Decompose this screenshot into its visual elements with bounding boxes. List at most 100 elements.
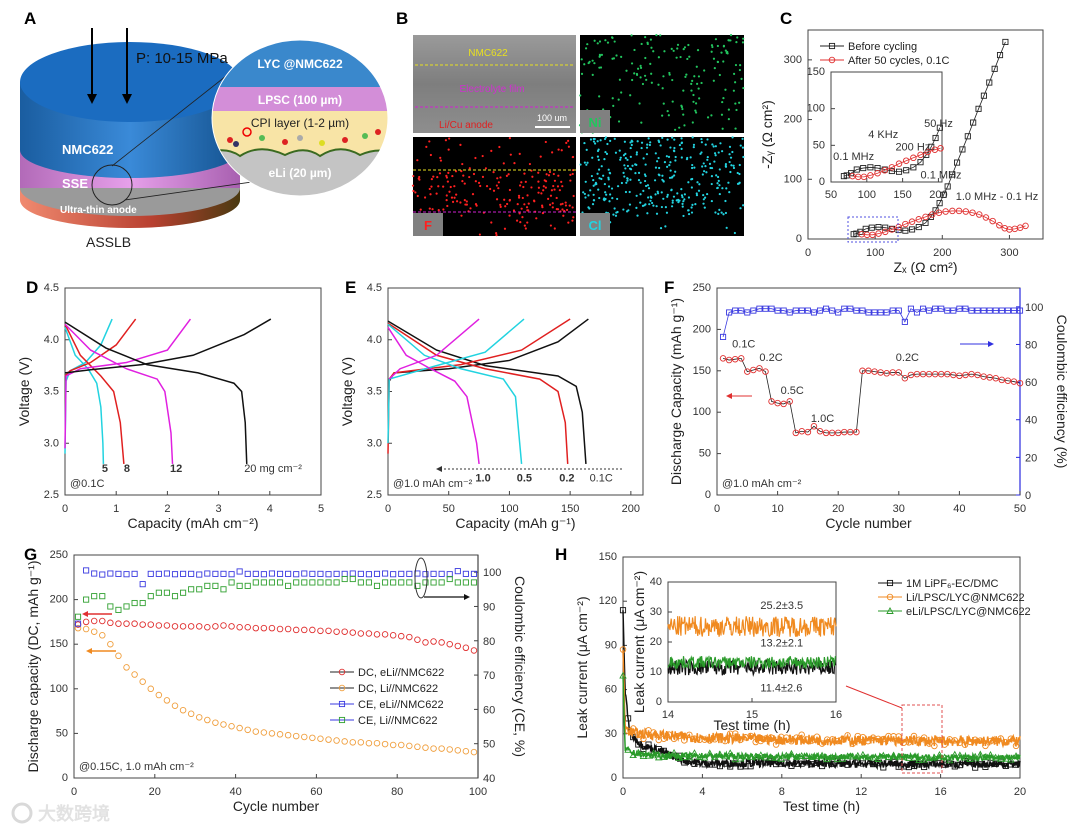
- data-point: [292, 732, 300, 740]
- eds-dot: [527, 209, 530, 212]
- eds-dot: [697, 87, 700, 90]
- eds-dot: [636, 214, 639, 217]
- data-point: [823, 736, 831, 743]
- data-point: [333, 737, 340, 744]
- eds-dot: [539, 155, 542, 158]
- eds-dot: [605, 152, 609, 155]
- eds-dot: [698, 183, 701, 186]
- eds-dot: [572, 216, 575, 219]
- data-point: [940, 753, 949, 761]
- eds-dot: [451, 174, 454, 178]
- eds-dot: [544, 186, 547, 189]
- eds-dot: [680, 141, 683, 145]
- eds-dot: [664, 225, 667, 228]
- data-point: [317, 570, 324, 577]
- eds-dot: [616, 185, 620, 188]
- data-point: [998, 376, 1006, 384]
- data-point: [115, 606, 122, 613]
- eds-dot: [549, 203, 552, 206]
- data-point: [900, 739, 907, 746]
- data-point: [980, 92, 987, 99]
- eds-dot: [535, 217, 538, 220]
- eds-dot: [571, 219, 574, 222]
- data-point: [810, 423, 818, 430]
- eds-dot: [537, 191, 540, 194]
- data-point: [833, 755, 842, 763]
- panel-label-f: F: [664, 278, 674, 297]
- eds-dot: [629, 168, 633, 171]
- eds-dot: [634, 163, 637, 166]
- data-point: [107, 570, 114, 577]
- eds-dot: [729, 34, 733, 37]
- eds-dot: [600, 165, 603, 168]
- eds-dot: [713, 160, 716, 163]
- eds-dot: [520, 207, 523, 210]
- data-point: [862, 225, 869, 232]
- data-point: [317, 735, 324, 743]
- data-point: [737, 355, 745, 362]
- pressure-label: P: 10-15 MPa: [136, 50, 228, 67]
- eds-dot: [592, 137, 595, 141]
- data-point: [252, 570, 259, 577]
- series-line: [861, 210, 1026, 236]
- data-point: [341, 738, 348, 745]
- data-point: [864, 737, 872, 745]
- eds-dot: [655, 34, 658, 37]
- series-0-1c-discharge: [387, 320, 587, 465]
- y-tick-label: 40: [650, 576, 662, 588]
- data-point: [139, 599, 146, 607]
- eds-dot: [674, 170, 677, 173]
- series-line: [387, 320, 587, 465]
- eds-dot: [664, 206, 667, 209]
- zoom-region-box: [847, 216, 899, 243]
- data-point: [438, 639, 445, 646]
- eds-dot: [710, 50, 713, 53]
- data-point: [244, 726, 251, 734]
- eds-dot: [727, 181, 730, 184]
- sem-image: [413, 35, 576, 133]
- eds-dot: [635, 206, 638, 209]
- panel-label-b: B: [396, 9, 408, 28]
- eds-dot: [455, 200, 459, 203]
- eds-dot: [741, 146, 745, 149]
- data-point: [276, 731, 284, 738]
- data-point: [619, 646, 627, 653]
- eds-dot: [670, 47, 673, 50]
- data-point: [470, 647, 478, 654]
- eds-dot: [597, 158, 600, 161]
- zoom-layer-lyc: LYC @NMC622: [257, 57, 343, 71]
- eds-dot: [461, 179, 464, 183]
- eds-dot: [646, 212, 649, 215]
- y-tick-label: 0: [656, 696, 662, 708]
- data-point: [686, 731, 693, 739]
- eds-dot: [633, 72, 636, 75]
- eds-dot: [702, 202, 705, 205]
- eds-dot: [527, 202, 530, 205]
- y-tick-label: 4.5: [44, 282, 59, 294]
- eds-dot: [629, 94, 632, 97]
- legend-label: 1M LiPF₆-EC/DMC: [906, 578, 998, 590]
- eds-dot: [567, 145, 571, 148]
- data-point: [762, 368, 769, 375]
- eds-dot: [732, 166, 736, 170]
- eds-dot: [599, 139, 602, 142]
- eds-dot: [683, 198, 686, 201]
- eds-dot: [724, 199, 727, 203]
- data-point: [931, 146, 939, 153]
- x-tick-label: 20: [832, 503, 844, 515]
- data-point: [962, 208, 970, 215]
- data-point: [195, 623, 203, 630]
- eds-dot: [499, 176, 502, 179]
- data-point: [848, 752, 857, 760]
- eds-dot: [568, 204, 571, 207]
- eds-dot: [547, 174, 551, 177]
- eds-dot: [708, 162, 712, 166]
- eds-dot: [597, 188, 600, 191]
- data-point: [236, 724, 243, 732]
- data-point: [977, 737, 984, 744]
- eds-dot: [643, 179, 647, 183]
- eds-dot: [639, 66, 643, 69]
- data-point: [859, 733, 867, 741]
- eds-dot: [694, 102, 698, 105]
